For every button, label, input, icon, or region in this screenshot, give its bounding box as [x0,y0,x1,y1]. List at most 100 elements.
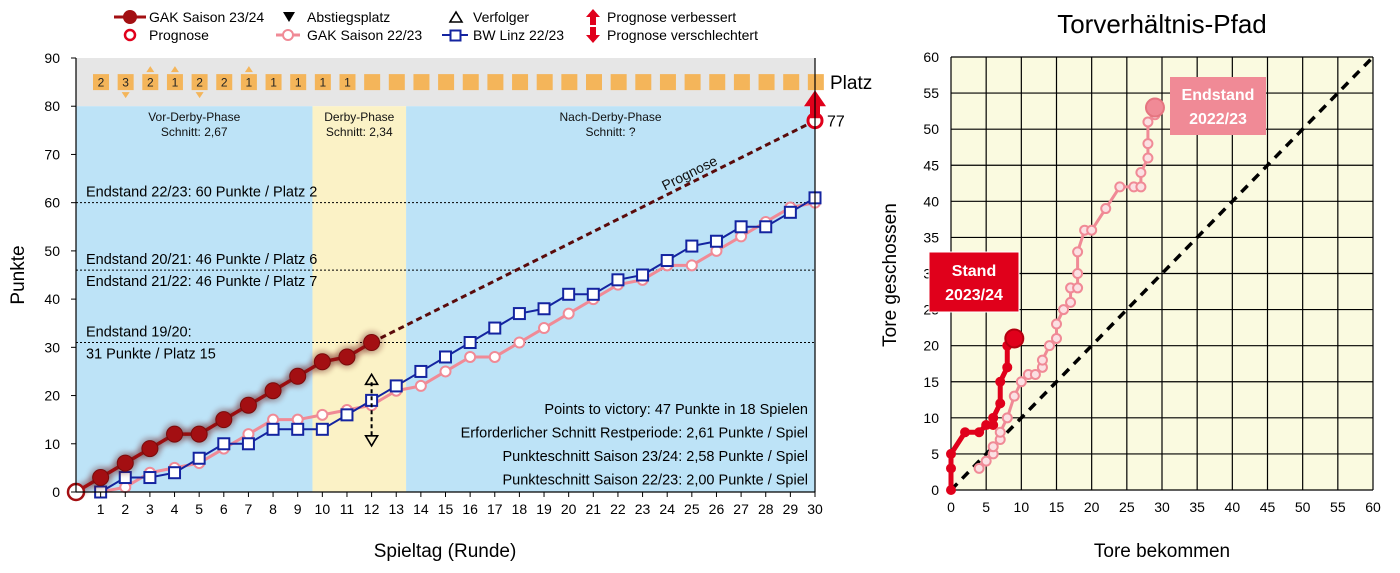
path-point-endstand [1051,332,1062,344]
rank-box [364,74,381,91]
rank-label: 1 [344,76,351,90]
legend-label: Prognose verbessert [607,9,736,25]
legend-label: GAK Saison 23/24 [149,9,264,25]
path-point-endstand [1036,354,1048,366]
point-gak2223 [488,350,501,363]
y-axis-title: Punkte [8,245,29,304]
y-tick-label: 50 [44,243,60,259]
y-axis-title: Tore geschossen [880,203,901,347]
rank-box [191,74,208,91]
legend-swatch [123,10,137,24]
rank-box [142,74,159,91]
path-point-endstand [1072,246,1084,258]
x-tick-label: 8 [269,501,277,517]
y-tick-label: 40 [44,291,60,307]
legend-label: Abstiegsplatz [307,9,390,25]
y-tick-label: 60 [923,49,939,65]
point-bwlinz [192,451,206,465]
rank-up-arrow [244,66,253,73]
rank-label: 2 [147,76,154,90]
path-point-endstand [1142,116,1154,128]
path-point-endstand [1086,224,1098,236]
point-gak2223 [414,379,427,392]
x-tick-label: 17 [487,501,503,517]
callout-endstand: Endstand 2022/23 [1170,77,1266,135]
path-point-endstand [1142,138,1154,150]
phase-average: Schnitt: 2,34 [326,125,393,139]
prognose-line [370,119,816,344]
point-gak2324 [116,454,134,472]
rank-box [265,74,282,91]
callout-stand: Stand 2023/24 [928,251,1020,313]
point-bwlinz [340,408,354,422]
x-tick-label: 3 [146,501,154,517]
y-tick-label: 90 [44,50,60,66]
rank-box [709,74,726,91]
point-gak2223 [685,259,698,272]
y-tick-label: 50 [923,121,939,137]
phase-name: Vor-Derby-Phase [148,110,240,124]
path-point-stand [995,398,1006,409]
rank-strip: 2 3 2 1 2 2 1 1 1 1 1 Platz [93,66,872,99]
reference-label: 31 Punkte / Platz 15 [86,347,216,363]
point-bwlinz [241,437,255,451]
rank-label: 1 [295,76,302,90]
x-tick-label: 7 [245,501,253,517]
path-point-endstand [1001,412,1013,424]
x-tick-label: 16 [462,501,478,517]
path-point-endstand [1100,203,1112,215]
path-point-endstand [1029,369,1041,381]
legend-label: Prognose verschlechtert [607,27,758,43]
stat-line: Erforderlicher Schnitt Restperiode: 2,61… [461,426,808,442]
legend: GAK Saison 23/24 Prognose Abstiegsplatz GAK… [114,9,758,43]
rank-box [314,74,331,91]
y-tick-label: 15 [923,374,939,390]
legend-swatch [449,29,462,42]
y-tick-label: 0 [931,482,939,498]
legend-swatch [590,27,596,36]
point-gak2223 [562,307,575,320]
abstieg-marker [364,434,380,448]
y-tick-label: 30 [44,339,60,355]
point-gak2324 [141,440,159,458]
x-tick-label: 14 [413,501,429,517]
rank-down-arrow [121,92,130,99]
x-tick-label: 2 [121,501,129,517]
callout-text: 2023/24 [945,287,1003,304]
point-bwlinz [266,422,280,436]
legend-label: GAK Saison 22/23 [307,27,422,43]
point-gak2324 [190,425,208,443]
rank-box [93,74,109,91]
x-tick-label: 9 [294,501,302,517]
path-point-stand [974,427,985,438]
path-point-endstand [1142,152,1154,164]
path-point-endstand [1072,282,1084,294]
y-tick-label: 55 [923,85,939,101]
phase-average: Schnitt: 2,67 [161,125,228,139]
x-tick-label: 13 [388,501,404,517]
point-gak2324 [215,411,233,429]
rank-box [216,74,233,91]
rank-box [462,74,479,91]
point-bwlinz [414,364,428,378]
path-point-endstand [973,462,985,474]
path-point-endstand [1008,390,1020,402]
legend-swatch [448,10,464,23]
rank-box [684,74,701,91]
x-tick-label: 12 [364,501,380,517]
point-bwlinz [463,336,477,350]
legend-swatch [590,16,596,25]
reference-label: Endstand 21/22: 46 Punkte / Platz 7 [86,274,317,290]
path-point-endstand [1058,304,1070,316]
point-bwlinz [709,234,723,248]
legend-label: Verfolger [473,9,529,25]
rank-box [388,74,405,91]
path-point-endstand [980,455,992,467]
x-tick-label: 6 [220,501,228,517]
x-tick-label: 10 [1014,499,1030,515]
rank-label: 2 [98,76,105,90]
points-chart: 2 3 2 1 2 2 1 1 1 1 1 Platz Endstand 22/23: 60 Punk… [8,9,872,562]
x-tick-label: 5 [982,499,990,515]
x-tick-label: 60 [1365,499,1381,515]
